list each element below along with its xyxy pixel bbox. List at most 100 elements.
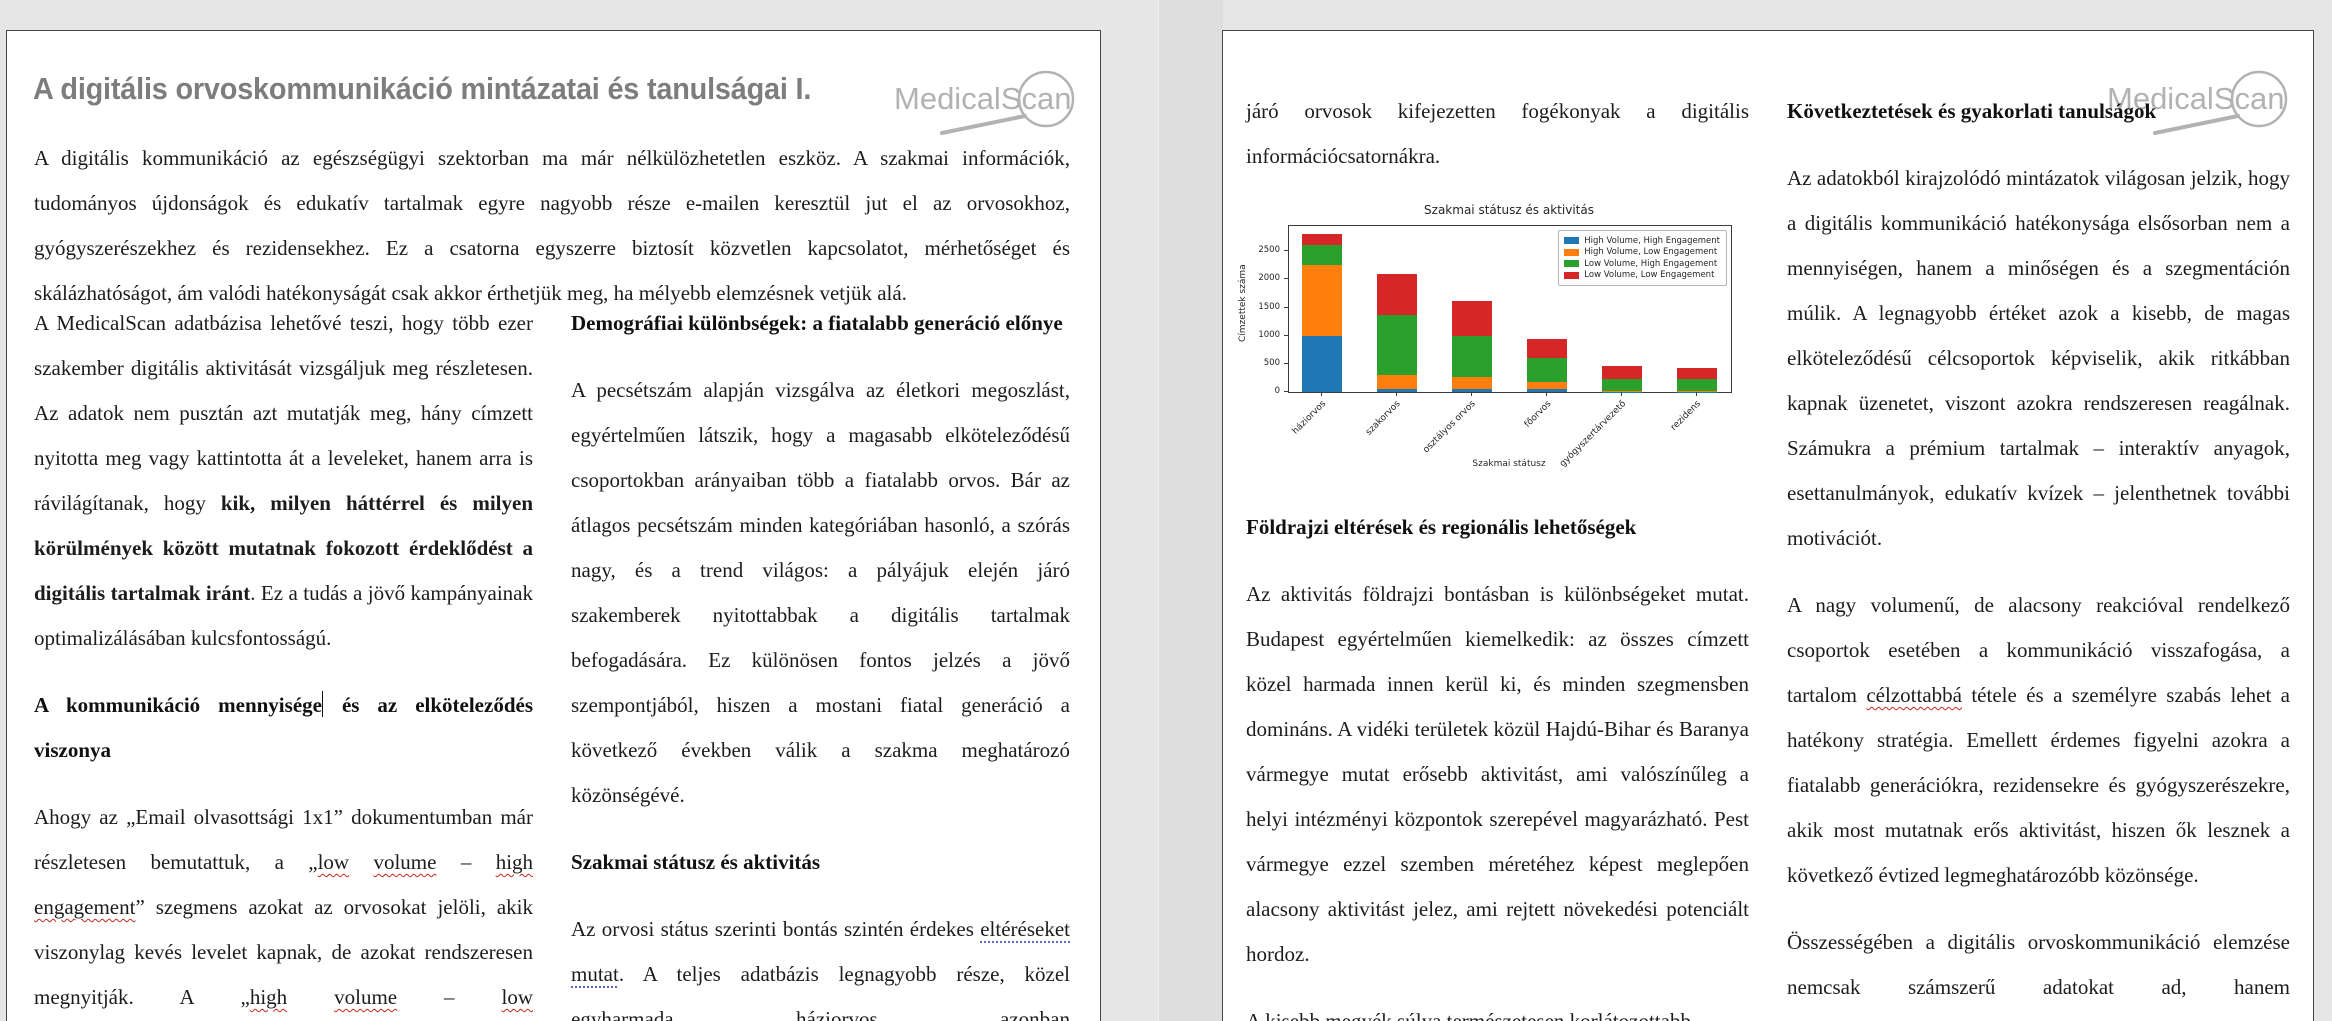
page2-column-left[interactable]: járó orvosok kifejezetten fogékonyak a d… [1238, 89, 1749, 1021]
text-run: Összességében a digitális orvoskommuniká… [1787, 930, 2290, 999]
paragraph[interactable]: A kisebb megyék súlya természetesen korl… [1246, 999, 1749, 1021]
paragraph[interactable]: Ahogy az „Email olvasottsági 1x1” dokume… [34, 795, 533, 1020]
bar-segment [1302, 234, 1342, 246]
chart-y-tick-mark [1284, 306, 1288, 308]
text-run: A kisebb megyék súlya természetesen korl… [1246, 1009, 1691, 1021]
bar-segment [1377, 374, 1417, 389]
magnifier-handle [2153, 114, 2240, 135]
intro-paragraph[interactable]: A digitális kommunikáció az egészségügyi… [34, 136, 1070, 316]
paragraph[interactable]: Összességében a digitális orvoskommuniká… [1787, 920, 2290, 1010]
chart-legend: High Volume, High Engagement High Volume,… [1558, 230, 1727, 286]
embedded-chart-figure[interactable]: Szakmai státusz és aktivitás Címzettek sz… [1238, 203, 1740, 495]
text-run: és az elköteleződés viszonya [34, 693, 533, 762]
bar-segment [1377, 388, 1417, 392]
text-run: járó orvosok kifejezetten fogékonyak a d… [1246, 99, 1749, 168]
legend-entry: High Volume, Low Engagement [1564, 247, 1720, 257]
legend-label: Low Volume, Low Engagement [1584, 270, 1715, 280]
chart-y-tick-mark [1284, 278, 1288, 280]
legend-label: Low Volume, High Engagement [1584, 258, 1718, 269]
text-run: . Ez a tudás a jövő kampányainak optimal… [34, 581, 533, 650]
text-run: A nagy volumenű, de alacsony reakcióval … [1787, 593, 2290, 707]
bar-segment [1677, 391, 1717, 392]
paragraph[interactable]: Az aktivitás földrajzi bontásban is külö… [1246, 572, 1749, 977]
section-heading[interactable]: Szakmai státusz és aktivitás [571, 840, 1070, 885]
page-2[interactable]: MedicalScan járó orvosok kifejezetten fo… [1222, 30, 2314, 1021]
legend-swatch-icon [1564, 260, 1580, 267]
magnifier-circle-icon [1017, 70, 1075, 128]
paragraph[interactable]: A MedicalScan adatbázisa lehetővé teszi,… [34, 301, 533, 661]
chart-y-tick-label: 1000 [1258, 329, 1280, 340]
text-run: Földrajzi eltérések és regionális lehető… [1246, 515, 1637, 539]
page1-column-left[interactable]: A MedicalScan adatbázisa lehetővé teszi,… [34, 301, 533, 1021]
text-run [349, 850, 373, 874]
bar-segment [1452, 388, 1492, 392]
document-title: A digitális orvoskommunikáció mintázatai… [33, 71, 812, 106]
legend-entry: Low Volume, High Engagement [1564, 259, 1720, 269]
bar-segment [1302, 335, 1342, 392]
chart-y-tick-mark [1284, 250, 1288, 252]
chart-y-tick-label: 2000 [1258, 273, 1280, 284]
text-run: eltéréseket mutat [571, 917, 1070, 986]
bar-segment [1527, 382, 1567, 390]
medicalscan-logo[interactable]: MedicalScan [890, 53, 1090, 137]
page-gap-strip [1158, 0, 1223, 1021]
text-run: A kommunikáció mennyisége [34, 693, 322, 717]
text-run: high [249, 985, 288, 1009]
text-run: . A teljes adatbázis legnagyobb része, k… [571, 962, 1070, 1021]
text-run: volume [334, 985, 398, 1009]
bar-segment [1602, 379, 1642, 391]
legend-swatch-icon [1564, 248, 1580, 256]
chart-y-tick-label: 2500 [1258, 245, 1280, 256]
section-heading[interactable]: Demográfiai különbségek: a fiatalabb gen… [571, 301, 1070, 346]
section-heading[interactable]: Következtetések és gyakorlati tanulságok [1787, 89, 2290, 134]
chart-x-tick-mark [1546, 392, 1547, 396]
page1-column-right[interactable]: Demográfiai különbségek: a fiatalabb gen… [571, 301, 1070, 1021]
bar-segment [1302, 245, 1342, 266]
paragraph[interactable]: A nagy volumenű, de alacsony reakcióval … [1787, 583, 2290, 898]
text-run [287, 985, 334, 1009]
medicalscan-logo[interactable]: MedicalScan [2103, 53, 2303, 137]
paragraph[interactable]: járó orvosok kifejezetten fogékonyak a d… [1246, 89, 1749, 179]
bar-segment [1377, 314, 1417, 375]
legend-entry: Low Volume, Low Engagement [1564, 270, 1720, 280]
text-run: tétele és a személyre szabás lehet a hat… [1787, 683, 2290, 887]
chart-x-tick-label: rezidens [1669, 399, 1704, 433]
chart-y-tick-label: 1500 [1258, 301, 1280, 312]
bar-segment [1452, 301, 1492, 337]
chart-x-tick-mark [1696, 392, 1697, 396]
text-run: Az aktivitás földrajzi bontásban is külö… [1246, 582, 1749, 966]
text-run: kik, milyen háttérrel és milyen körülmén… [34, 491, 533, 605]
bar-segment [1602, 391, 1642, 392]
chart-y-tick-mark [1284, 362, 1288, 364]
text-cursor [321, 691, 323, 717]
bar-segment [1602, 366, 1642, 380]
bar-segment [1377, 274, 1417, 315]
text-run: low [317, 850, 350, 874]
chart-x-tick-mark [1321, 392, 1322, 396]
chart-y-tick-label: 500 [1263, 357, 1280, 368]
magnifier-handle [940, 114, 1027, 135]
text-run: ” szegmens azokat az orvosokat jelöli, a… [34, 895, 533, 1009]
chart-y-tick-mark [1284, 334, 1288, 336]
text-run: low [501, 985, 534, 1009]
paragraph[interactable]: Az adatokból kirajzolódó mintázatok vilá… [1787, 156, 2290, 561]
page-1[interactable]: A digitális orvoskommunikáció mintázatai… [6, 30, 1101, 1021]
text-run: volume [373, 850, 437, 874]
text-run: A digitális kommunikáció az egészségügyi… [34, 146, 1070, 305]
section-heading[interactable]: Földrajzi eltérések és regionális lehető… [1246, 505, 1749, 550]
text-run: Szakmai státusz és aktivitás [571, 850, 821, 874]
bar-segment [1302, 265, 1342, 336]
chart-x-tick-mark [1471, 392, 1472, 396]
paragraph[interactable]: Az orvosi státus szerinti bontás szintén… [571, 907, 1070, 1021]
page2-column-right[interactable]: Következtetések és gyakorlati tanulságok… [1787, 89, 2290, 1021]
text-run: A MedicalScan adatbázisa lehetővé teszi,… [34, 311, 533, 515]
chart-x-tick-label: háziorvos [1290, 399, 1329, 437]
text-run: – [397, 985, 502, 1009]
magnifier-circle-icon [2230, 70, 2288, 128]
section-heading[interactable]: A kommunikáció mennyisége és az elkötele… [34, 683, 533, 773]
text-run: Következtetések és gyakorlati tanulságok [1787, 99, 2157, 123]
paragraph[interactable]: A pecsétszám alapján vizsgálva az életko… [571, 368, 1070, 818]
bar-segment [1452, 376, 1492, 389]
legend-swatch-icon [1564, 237, 1580, 244]
